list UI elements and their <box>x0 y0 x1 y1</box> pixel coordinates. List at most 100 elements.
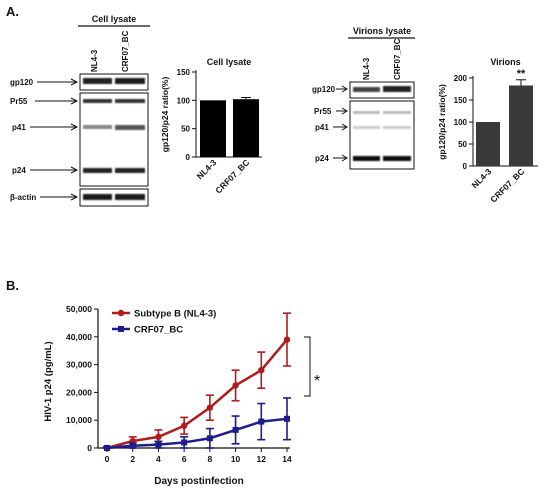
x-tick-label: NL4-3 <box>470 166 494 190</box>
bar-chart-virions: Virions 0 50 100 150 200 gp120/p24 ratio(%) NL4… <box>437 57 538 204</box>
arrow-head <box>341 123 348 131</box>
data-point <box>155 433 162 441</box>
band <box>83 194 112 200</box>
data-point <box>284 415 290 422</box>
blot-right-lane-1: NL4-3 <box>362 57 371 80</box>
y-tick-label: 200 <box>454 74 468 83</box>
band <box>83 125 112 129</box>
blot-right-marker-pr55: Pr55 <box>314 107 332 116</box>
x-tick-label: 8 <box>207 454 212 464</box>
blot-left-marker-p41: p41 <box>12 123 26 132</box>
data-point <box>232 426 239 433</box>
arrow-head <box>341 85 348 93</box>
data-point <box>258 366 265 374</box>
band <box>115 194 145 200</box>
data-point <box>206 435 213 442</box>
blot-right-marker-p41: p41 <box>315 123 329 132</box>
blot-left-marker-p24: p24 <box>12 166 26 175</box>
blot-left-header: Cell lysate <box>92 14 137 24</box>
y-tick-label: 20,000 <box>66 387 92 397</box>
bar <box>233 99 259 157</box>
arrow-head <box>70 166 79 174</box>
band <box>115 99 145 103</box>
blot-left-lane-1: NL4-3 <box>90 49 99 72</box>
arrow-head <box>70 78 79 86</box>
y-axis-label: gp120/p24 ratio(%) <box>437 84 447 160</box>
y-tick-label: 0 <box>463 162 468 171</box>
band <box>83 78 112 84</box>
blot-left-marker-gp120: gp120 <box>10 78 34 87</box>
significance-mark: ** <box>517 68 526 80</box>
band <box>115 78 145 84</box>
bar-chart-cell-lysate: Cell lysate 0 50 100 150 gp120/p24 ratio(%) NL… <box>160 57 262 195</box>
data-point <box>283 336 291 343</box>
legend-label: CRF07_BC <box>134 325 183 336</box>
data-point <box>129 442 136 449</box>
y-tick-label: 50 <box>458 140 467 149</box>
arrow-head <box>70 123 79 131</box>
blot-right-lane-2: CRF07_BC <box>393 38 402 80</box>
x-axis-label: Days postinfection <box>154 476 243 487</box>
blot-left-marker-pr55: Pr55 <box>10 97 28 106</box>
y-tick-label: 50 <box>181 125 190 134</box>
y-tick-label: 30,000 <box>66 360 92 370</box>
chart-title: Virions <box>490 57 520 67</box>
band <box>353 156 380 161</box>
y-axis-label: HIV-1 p24 (pg/mL) <box>43 341 54 421</box>
x-tick-label: 12 <box>257 454 267 464</box>
y-tick-label: 40,000 <box>66 332 92 342</box>
bar <box>476 122 500 166</box>
bar <box>200 100 226 157</box>
band <box>115 125 145 130</box>
x-tick-label: 10 <box>231 454 241 464</box>
x-tick-label: 6 <box>182 454 187 464</box>
band <box>353 111 380 114</box>
legend-marker <box>118 326 124 332</box>
x-tick-label: 14 <box>282 454 292 464</box>
legend-marker <box>117 309 125 317</box>
legend-label: Subtype B (NL4-3) <box>134 309 216 320</box>
y-tick-label: 0 <box>87 443 92 453</box>
band <box>383 111 411 114</box>
series-line <box>106 417 288 450</box>
chart-title: Cell lysate <box>207 57 252 67</box>
y-tick-label: 100 <box>454 118 468 127</box>
data-point <box>181 439 188 446</box>
x-tick-label: CRF07_BC <box>488 166 526 204</box>
y-tick-label: 50,000 <box>66 304 92 314</box>
x-tick-label: 4 <box>156 454 161 464</box>
data-point <box>206 404 214 411</box>
y-tick-label: 150 <box>177 68 191 77</box>
band <box>383 156 411 161</box>
blot-right: Virions lysate NL4-3 CRF07_BC gp120 Pr55… <box>312 26 415 170</box>
y-tick-label: 150 <box>454 96 468 105</box>
panel-b-label: B. <box>6 278 19 293</box>
data-point <box>180 422 188 429</box>
x-tick-label: CRF07_BC <box>213 157 251 195</box>
band <box>83 168 112 173</box>
band <box>83 99 112 103</box>
y-tick-label: 100 <box>177 96 191 105</box>
blot-right-marker-p24: p24 <box>315 154 329 163</box>
band <box>383 126 411 129</box>
band <box>353 126 380 129</box>
x-tick-label: 0 <box>105 454 110 464</box>
panel-a-label: A. <box>6 4 19 19</box>
series-line <box>106 338 288 450</box>
arrow-head <box>341 107 348 115</box>
arrow-head <box>70 97 79 105</box>
band <box>353 87 380 92</box>
data-point <box>104 445 110 451</box>
data-point <box>232 382 239 389</box>
blot-right-header: Virions lysate <box>353 26 411 36</box>
blot-left: Cell lysate NL4-3 CRF07_BC gp120 Pr55 p4… <box>10 14 150 207</box>
band <box>115 168 145 173</box>
x-tick-label: NL4-3 <box>195 157 219 181</box>
significance-mark: * <box>314 373 320 390</box>
blot-right-marker-gp120: gp120 <box>312 85 336 94</box>
data-point <box>155 441 162 448</box>
data-point <box>258 418 265 425</box>
y-axis-label: gp120/p24 ratio(%) <box>160 77 170 153</box>
band <box>383 86 411 92</box>
